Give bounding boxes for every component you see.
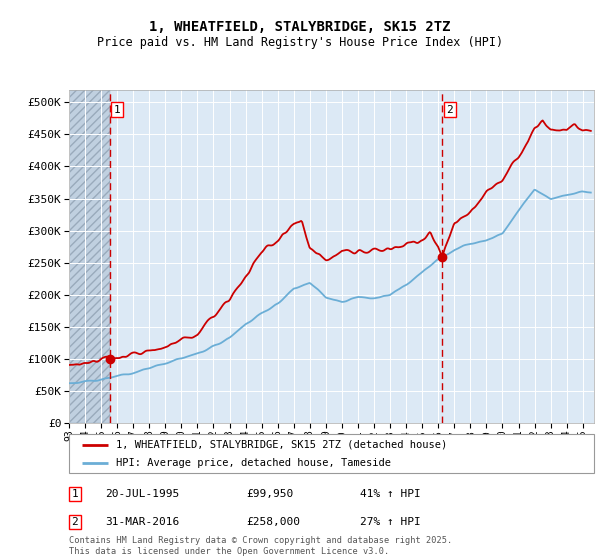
Text: 1, WHEATFIELD, STALYBRIDGE, SK15 2TZ: 1, WHEATFIELD, STALYBRIDGE, SK15 2TZ: [149, 20, 451, 34]
Text: HPI: Average price, detached house, Tameside: HPI: Average price, detached house, Tame…: [116, 458, 391, 468]
Text: 2: 2: [71, 517, 79, 527]
Text: £258,000: £258,000: [246, 517, 300, 527]
Text: Price paid vs. HM Land Registry's House Price Index (HPI): Price paid vs. HM Land Registry's House …: [97, 36, 503, 49]
Text: 1: 1: [114, 105, 121, 115]
Text: Contains HM Land Registry data © Crown copyright and database right 2025.
This d: Contains HM Land Registry data © Crown c…: [69, 536, 452, 556]
Text: 31-MAR-2016: 31-MAR-2016: [105, 517, 179, 527]
Text: 1, WHEATFIELD, STALYBRIDGE, SK15 2TZ (detached house): 1, WHEATFIELD, STALYBRIDGE, SK15 2TZ (de…: [116, 440, 448, 450]
Text: £99,950: £99,950: [246, 489, 293, 499]
FancyBboxPatch shape: [69, 434, 594, 473]
Text: 27% ↑ HPI: 27% ↑ HPI: [360, 517, 421, 527]
Text: 1: 1: [71, 489, 79, 499]
Text: 2: 2: [446, 105, 453, 115]
Text: 41% ↑ HPI: 41% ↑ HPI: [360, 489, 421, 499]
Text: 20-JUL-1995: 20-JUL-1995: [105, 489, 179, 499]
Bar: [69, 90, 110, 423]
